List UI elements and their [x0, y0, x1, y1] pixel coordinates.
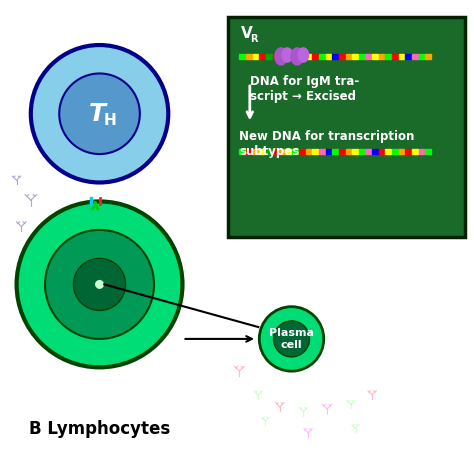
Circle shape [59, 73, 140, 154]
Bar [332, 149, 338, 154]
Bar [352, 149, 358, 154]
Text: B Lymphocytes: B Lymphocytes [29, 420, 170, 438]
Text: DNA for IgM tra-
script → Excised: DNA for IgM tra- script → Excised [250, 75, 359, 103]
Text: H: H [104, 113, 116, 128]
Bar [246, 149, 252, 154]
Bar [279, 149, 285, 154]
Bar [326, 54, 331, 59]
Bar [306, 149, 311, 154]
Circle shape [31, 45, 168, 182]
Bar [372, 149, 378, 154]
Bar [319, 54, 325, 59]
Bar [385, 54, 391, 59]
Circle shape [96, 281, 103, 288]
Bar [352, 54, 358, 59]
Bar [392, 149, 398, 154]
Text: Plasma
cell: Plasma cell [269, 328, 314, 350]
Bar [385, 149, 391, 154]
Bar [365, 54, 371, 59]
Bar [319, 149, 325, 154]
Bar [425, 54, 431, 59]
Bar [365, 149, 371, 154]
Circle shape [45, 230, 154, 339]
Bar [392, 54, 398, 59]
Polygon shape [282, 48, 292, 62]
Bar [299, 54, 305, 59]
Bar [419, 149, 424, 154]
Bar [266, 54, 272, 59]
Circle shape [73, 258, 126, 310]
Bar [372, 54, 378, 59]
Circle shape [259, 307, 324, 371]
Bar [306, 54, 311, 59]
Bar [286, 149, 292, 154]
Text: R: R [250, 34, 258, 44]
Text: V: V [241, 26, 253, 41]
Bar [405, 149, 411, 154]
Bar [253, 54, 258, 59]
Bar [273, 54, 278, 59]
Polygon shape [298, 48, 309, 62]
Bar [266, 149, 272, 154]
Polygon shape [291, 48, 303, 65]
Bar [326, 149, 331, 154]
Bar [299, 149, 305, 154]
Text: T: T [89, 102, 106, 126]
Polygon shape [275, 48, 287, 65]
Bar [399, 54, 404, 59]
Bar [312, 54, 318, 59]
Circle shape [273, 321, 310, 357]
Bar [379, 149, 384, 154]
Bar [346, 54, 351, 59]
Bar [259, 54, 265, 59]
Bar [312, 149, 318, 154]
Bar [273, 149, 278, 154]
Bar [405, 54, 411, 59]
Bar [292, 149, 298, 154]
Bar [259, 149, 265, 154]
Bar [253, 149, 258, 154]
Bar [292, 54, 294, 59]
Circle shape [17, 201, 182, 367]
Bar [419, 54, 424, 59]
Bar [399, 149, 404, 154]
Bar [246, 54, 252, 59]
Bar [425, 149, 431, 154]
Bar [332, 54, 338, 59]
Text: New DNA for transcription
subtypes: New DNA for transcription subtypes [239, 130, 415, 158]
Bar [239, 54, 245, 59]
Bar [289, 54, 291, 59]
Bar [359, 149, 365, 154]
Bar [339, 54, 345, 59]
Bar [412, 54, 418, 59]
Bar [283, 54, 284, 59]
Bar [279, 54, 281, 59]
Bar [286, 54, 288, 59]
Bar [379, 54, 384, 59]
Bar [339, 149, 345, 154]
Bar [359, 54, 365, 59]
Bar [412, 149, 418, 154]
Bar [228, 17, 465, 237]
Bar [346, 149, 351, 154]
Bar [239, 149, 245, 154]
Bar [296, 54, 298, 59]
